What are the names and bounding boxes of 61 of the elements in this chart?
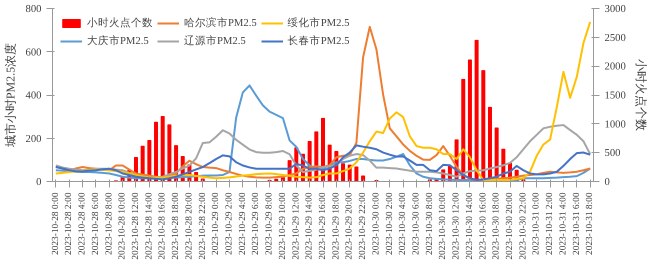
x-tick-label: 2023-10-28 6:00 (90, 192, 101, 255)
legend-label: 哈尔滨市PM2.5 (184, 16, 257, 30)
legend-label: 长春市PM2.5 (288, 34, 350, 48)
x-tick-label: 2023-10-29 16:00 (318, 192, 328, 260)
legend-label: 绥化市PM2.5 (288, 16, 350, 30)
x-tick-label: 2023-10-29 6:00 (251, 192, 262, 255)
legend-label: 大庆市PM2.5 (87, 34, 149, 48)
x-tick-label: 2023-10-28 22:00 (198, 192, 208, 260)
x-tick-label: 2023-10-30 10:00 (438, 192, 448, 260)
x-tick-label: 2023-10-28 18:00 (171, 192, 182, 260)
y2-tick-label: 2500 (604, 32, 626, 44)
x-tick-label: 2023-10-30 14:00 (464, 192, 475, 260)
x-tick-label: 2023-10-30 8:00 (424, 192, 435, 255)
y-axis-title: 城市小时PM2.5浓度 (4, 42, 18, 148)
y2-tick-label: 2000 (604, 62, 626, 73)
x-tick-label: 2023-10-28 2:00 (64, 192, 74, 255)
x-tick-label: 2023-10-28 16:00 (158, 192, 168, 260)
x-tick-label: 2023-10-29 0:00 (211, 192, 222, 255)
y-tick-label: 200 (26, 134, 42, 145)
y-tick-label: 0 (36, 177, 42, 188)
x-tick-label: 2023-10-28 4:00 (78, 192, 88, 255)
x-tick-label: 2023-10-31 0:00 (532, 192, 542, 255)
x-tick-label: 2023-10-31 4:00 (558, 192, 568, 255)
x-tick-label: 2023-10-30 0:00 (371, 192, 382, 255)
x-tick-label: 2023-10-29 18:00 (331, 192, 342, 260)
y-tick-label: 800 (26, 4, 42, 15)
x-tick-label: 2023-10-28 20:00 (184, 192, 194, 260)
x-tick-label: 2023-10-31 8:00 (585, 192, 596, 255)
y2-tick-label: 500 (604, 148, 620, 160)
x-tick-label: 2023-10-30 16:00 (478, 192, 488, 260)
x-tick-label: 2023-10-28 12:00 (130, 192, 141, 260)
x-tick-label: 2023-10-28 10:00 (118, 192, 128, 260)
y2-tick-label: 0 (604, 177, 610, 188)
x-tick-label: 2023-10-28 14:00 (144, 192, 154, 260)
x-tick-label: 2023-10-29 12:00 (291, 192, 302, 260)
y-tick-label: 400 (26, 90, 42, 102)
x-tick-label: 2023-10-30 6:00 (412, 192, 422, 255)
y2-tick-label: 1500 (604, 90, 626, 102)
x-tick-label: 2023-10-30 2:00 (384, 192, 395, 255)
x-tick-label: 2023-10-30 4:00 (398, 192, 408, 255)
x-tick-label: 2023-10-29 20:00 (344, 192, 355, 260)
x-tick-label: 2023-10-30 18:00 (492, 192, 502, 260)
y-tick-label: 600 (26, 47, 42, 58)
x-tick-label: 2023-10-29 14:00 (304, 192, 315, 260)
x-tick-label: 2023-10-31 2:00 (545, 192, 556, 255)
legend-label: 小时火点个数 (87, 16, 153, 30)
x-tick-label: 2023-10-29 2:00 (224, 192, 234, 255)
x-tick-label: 2023-10-29 10:00 (278, 192, 288, 260)
x-tick-label: 2023-10-29 8:00 (264, 192, 275, 255)
y2-axis-title: 小时火点个数 (634, 59, 648, 131)
x-tick-label: 2023-10-28 0:00 (50, 192, 61, 255)
y2-tick-label: 1000 (604, 119, 626, 130)
x-tick-label: 2023-10-30 12:00 (452, 192, 462, 260)
x-tick-label: 2023-10-31 6:00 (572, 192, 582, 255)
legend-label: 辽源市PM2.5 (184, 34, 246, 48)
x-tick-label: 2023-10-29 22:00 (358, 192, 368, 260)
y2-tick-label: 3000 (604, 4, 626, 15)
x-tick-label: 2023-10-30 22:00 (518, 192, 528, 260)
x-tick-label: 2023-10-29 4:00 (238, 192, 248, 255)
x-tick-label: 2023-10-28 8:00 (104, 192, 114, 255)
x-tick-label: 2023-10-30 20:00 (505, 192, 516, 260)
